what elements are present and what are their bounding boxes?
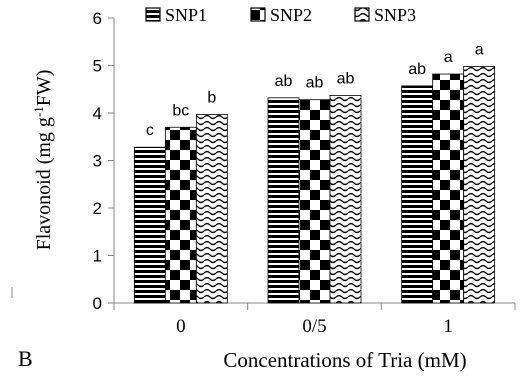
bar-snp1-1 — [267, 97, 300, 304]
significance-letter: ab — [337, 70, 355, 87]
bar-snp3-1 — [329, 95, 362, 304]
significance-letter: a — [444, 49, 453, 66]
bar-snp2-2 — [432, 73, 465, 304]
y-tick-label: 5 — [93, 57, 102, 76]
legend-label-snp3: SNP3 — [374, 5, 416, 25]
y-tick-label: 2 — [93, 199, 102, 218]
y-tick-label: 3 — [93, 152, 102, 171]
y-axis-title: Flavonoid (mg g-1FW) — [31, 70, 55, 251]
bar-snp2-0 — [164, 126, 197, 304]
legend-label-snp2: SNP2 — [270, 5, 312, 25]
bar-snp1-2 — [401, 85, 434, 304]
x-tick-label: 0/5 — [302, 316, 326, 337]
bar-snp3-0 — [195, 114, 228, 304]
bar-snp3-2 — [463, 66, 496, 304]
y-tick-label: 4 — [93, 104, 102, 123]
significance-letter: b — [207, 89, 216, 106]
significance-letter: c — [146, 122, 154, 139]
bar-snp2-1 — [298, 99, 331, 304]
x-tick-label: 1 — [443, 316, 453, 337]
significance-letter: ab — [306, 75, 324, 92]
legend-swatch-snp2 — [250, 7, 266, 22]
legend-label-snp1: SNP1 — [165, 5, 207, 25]
y-tick-label: 6 — [93, 9, 102, 28]
y-tick-label: 0 — [93, 294, 102, 313]
x-axis-title: Concentrations of Tria (mM) — [223, 348, 466, 372]
significance-letter: ab — [275, 73, 293, 90]
legend-swatch-snp3 — [354, 7, 370, 22]
x-tick-label: 0 — [176, 316, 186, 337]
significance-letter: a — [475, 41, 484, 58]
bar-snp1-0 — [133, 146, 166, 304]
legend-swatch-snp1 — [145, 7, 161, 22]
significance-letter: bc — [172, 102, 189, 119]
panel-label: B — [18, 346, 33, 371]
significance-letter: ab — [408, 61, 426, 78]
y-tick-label: 1 — [93, 247, 102, 266]
